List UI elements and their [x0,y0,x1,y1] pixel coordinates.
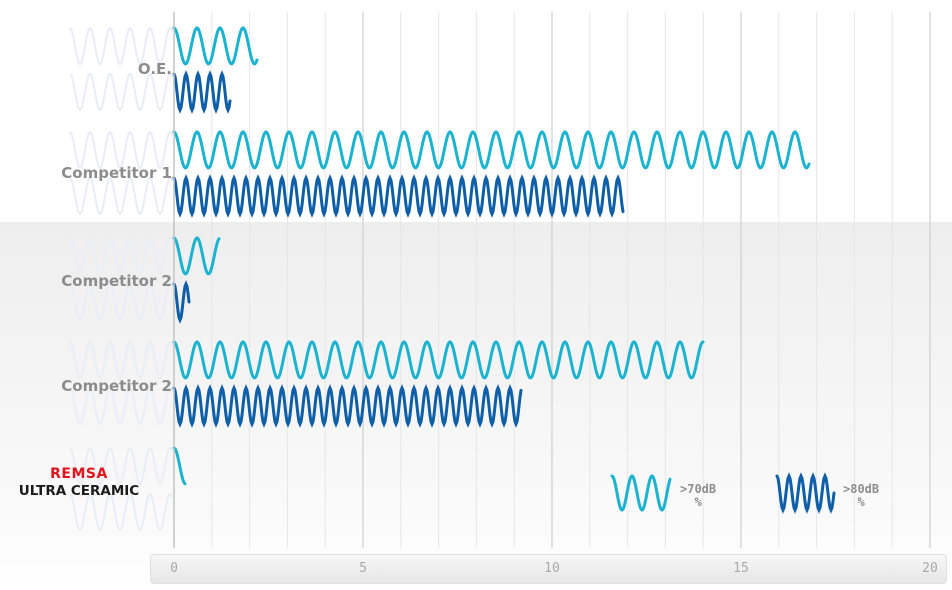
x-tick-label: 15 [733,561,749,576]
x-tick-label: 0 [170,561,178,576]
legend-label-80db-line2: % [857,495,865,509]
legend-label-70db: >70dB % [680,483,716,509]
ghost-wave [69,26,173,66]
category-label-competitor-2b: Competitor 2 [61,377,172,395]
bar-wave-70db [172,26,259,66]
ghost-wave [69,386,173,426]
x-axis-bar [150,554,947,584]
bar-wave-80db [172,70,232,114]
bar-wave-70db [172,236,221,276]
brand-name: REMSA [50,466,108,482]
x-tick-label: 10 [544,561,560,576]
ghost-wave [69,72,173,112]
ghost-wave [69,340,173,380]
ghost-wave [69,236,173,276]
brand-product: ULTRA CERAMIC [18,483,140,499]
category-label-competitor-1: Competitor 1 [61,164,172,182]
category-label-competitor-2a: Competitor 2 [61,272,172,290]
legend-swatch-80db [775,472,836,514]
legend-label-70db-line2: % [694,495,702,509]
bar-wave-70db [172,340,705,380]
x-tick-label: 20 [922,561,938,576]
legend-swatch-70db [610,474,672,512]
ghost-wave [69,176,173,216]
x-tick-label: 5 [359,561,367,576]
bar-wave-70db [172,130,811,170]
category-label-oe: O.E. [137,60,172,78]
legend-label-80db: >80dB % [843,483,879,509]
legend-label-80db-line1: >80dB [843,482,880,496]
bar-wave-80db [172,174,625,218]
remsa-brand-logo: REMSA ULTRA CERAMIC [0,466,158,500]
ghost-wave [69,492,173,532]
bar-wave-80db [172,384,523,428]
legend-label-70db-line1: >70dB [680,482,717,496]
ghost-wave [69,130,173,170]
bar-wave-80db [172,280,191,324]
ghost-wave [69,282,173,322]
ghost-wave [69,446,173,486]
bar-wave-70db [172,446,187,486]
